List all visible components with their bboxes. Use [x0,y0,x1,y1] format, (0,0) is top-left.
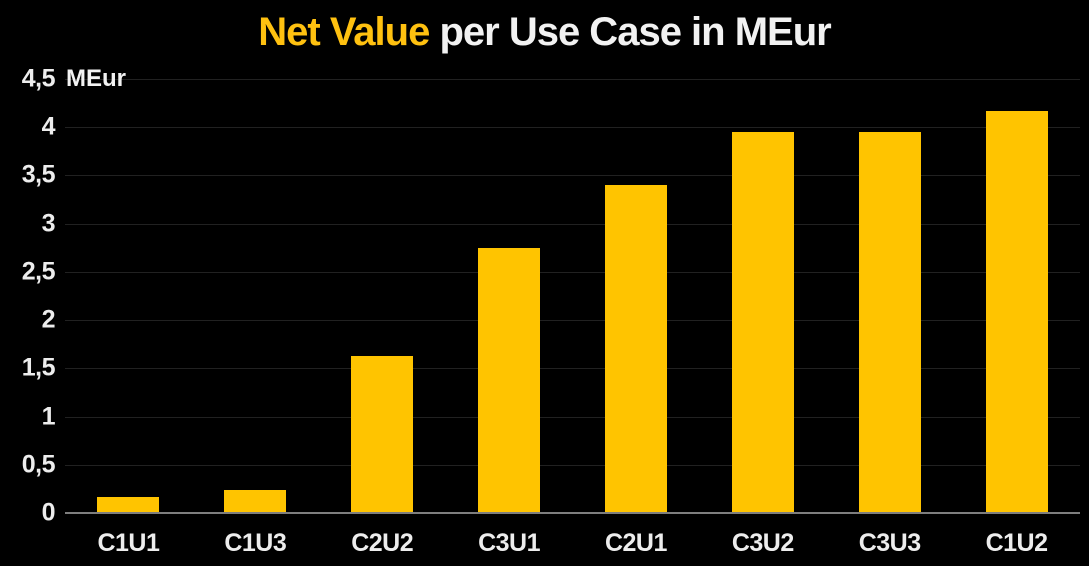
y-axis-tick-label: 0,5 [21,450,56,479]
x-axis-tick-label: C3U3 [858,529,921,557]
x-axis-tick-label: C1U3 [224,529,287,557]
gridline [65,79,1080,80]
y-axis-tick-label: 2,5 [21,257,56,286]
chart-title-rest: per Use Case in MEur [429,10,831,54]
gridline [65,416,1080,418]
bar-c3u3 [858,132,921,513]
y-axis-tick-label: 3,5 [21,160,56,189]
y-axis-tick-label: 3 [41,209,56,238]
x-axis-line [65,512,1080,514]
bar-c1u3 [224,489,287,513]
chart-title: Net Value per Use Case in MEur [0,9,1089,55]
y-axis-tick-label: 1,5 [21,353,56,382]
gridline [65,464,1080,466]
bar-c2u2 [351,355,414,513]
bar-c1u2 [985,110,1048,513]
gridline [65,320,1080,322]
bar-c3u2 [731,132,794,513]
x-axis-tick-label: C2U1 [604,529,667,557]
x-axis-tick-label: C3U2 [731,529,794,557]
y-axis-tick-label: 4,5 [21,64,56,93]
y-axis-tick-label: 2 [41,305,56,334]
gridline [65,271,1080,273]
x-axis-tick-label: C1U2 [985,529,1048,557]
gridline [65,223,1080,225]
bar-c2u1 [604,185,667,513]
x-axis-tick-label: C3U1 [478,529,541,557]
x-axis-tick-label: C1U1 [97,529,160,557]
chart-title-accent: Net Value [258,10,430,54]
y-axis-unit-label: MEur [66,65,126,92]
x-axis-tick-label: C2U2 [351,529,414,557]
bar-c3u1 [478,247,541,513]
y-axis-tick-label: 4 [41,112,56,141]
gridline [65,368,1080,370]
gridline [65,175,1080,177]
y-axis-tick-label: 1 [41,402,56,431]
plot-area: 0 0,5 1 1,5 2 2,5 3 3,5 4 4,5 MEur C1U1 C1U3 C2U2 C3… [22,65,1080,557]
y-axis-tick-label: 0 [41,498,56,527]
gridline [65,127,1080,129]
bar-c1u1 [97,496,160,513]
